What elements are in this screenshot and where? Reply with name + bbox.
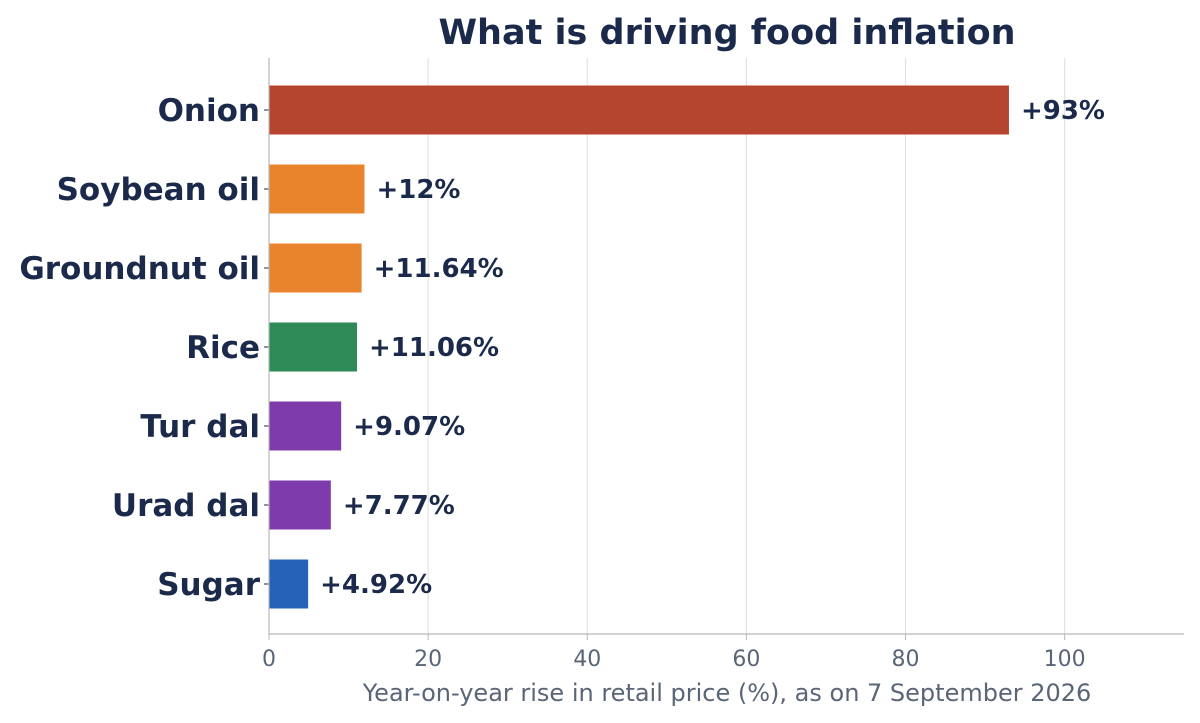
x-tick-label: 80 [892,647,920,672]
x-tick-label: 20 [414,647,442,672]
category-label: Soybean oil [57,172,260,208]
x-tick-label: 100 [1044,647,1086,672]
data-label: +12% [376,175,460,205]
x-tick-label: 60 [732,647,760,672]
data-label: +93% [1021,96,1105,126]
category-label: Onion [158,93,260,129]
chart-title: What is driving food inflation [438,13,1015,53]
data-labels: +93% +12% +11.64% +11.06% +9.07% +7.77% +4.92% [320,96,1105,600]
category-labels: Onion Soybean oil Groundnut oil Rice Tur dal… [19,93,269,603]
data-label: +11.06% [369,333,499,363]
data-label: +11.64% [374,254,504,284]
bars [269,85,1009,609]
bar-urad-dal [269,480,331,530]
x-tick-label: 0 [262,647,276,672]
category-label: Tur dal [140,409,260,445]
x-axis-label: Year-on-year rise in retail price (%), a… [362,679,1092,707]
category-label: Groundnut oil [19,251,260,287]
bar-groundnut-oil [269,243,362,293]
category-label: Rice [186,330,260,366]
data-label: +9.07% [353,412,465,442]
grid-lines [427,58,1066,634]
category-label: Urad dal [112,488,260,524]
bar-soybean-oil [269,164,365,214]
bar-sugar [269,559,309,609]
bar-rice [269,322,357,372]
category-label: Sugar [157,567,261,603]
bar-tur-dal [269,401,342,451]
data-label: +7.77% [343,491,455,521]
data-label: +4.92% [320,570,432,600]
x-tick-label: 40 [573,647,601,672]
x-axis: 0 20 40 60 80 100 [262,58,1184,672]
bar-onion [269,85,1009,135]
